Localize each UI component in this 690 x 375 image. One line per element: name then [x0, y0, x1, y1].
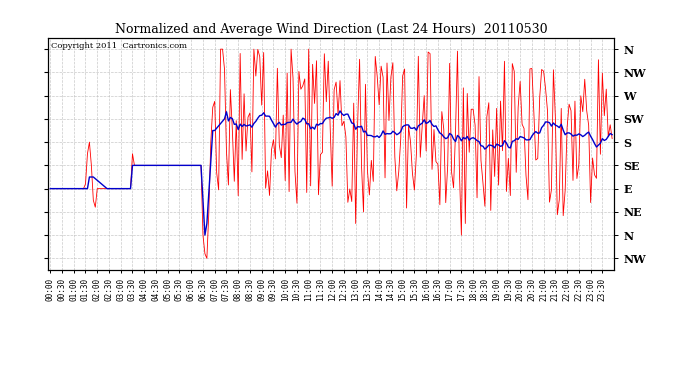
- Text: Copyright 2011  Cartronics.com: Copyright 2011 Cartronics.com: [51, 42, 187, 50]
- Title: Normalized and Average Wind Direction (Last 24 Hours)  20110530: Normalized and Average Wind Direction (L…: [115, 23, 547, 36]
